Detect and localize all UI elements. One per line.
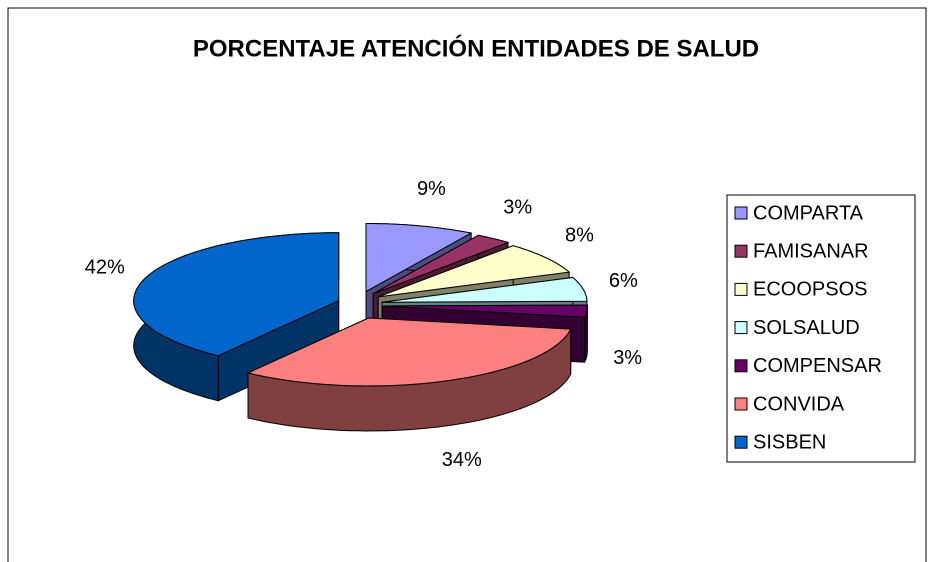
legend-label: COMPENSAR xyxy=(753,355,882,377)
slice-top xyxy=(372,234,510,295)
legend-swatch xyxy=(734,397,748,411)
legend-label: CONVIDA xyxy=(753,393,845,415)
slice-top xyxy=(381,276,588,303)
slice-top xyxy=(382,304,588,318)
chart-title: PORCENTAJE ATENCIÓN ENTIDADES DE SALUD xyxy=(193,34,759,62)
data-label: 8% xyxy=(565,225,594,247)
legend-label: FAMISANAR xyxy=(753,240,869,262)
legend-box xyxy=(726,194,916,463)
legend-label: SISBEN xyxy=(753,431,826,453)
legend-swatch xyxy=(734,282,748,296)
data-label: 6% xyxy=(609,270,638,292)
data-label: 34% xyxy=(442,449,482,471)
slice-top xyxy=(365,223,473,293)
chart-frame xyxy=(7,7,927,562)
data-label: 42% xyxy=(85,256,125,278)
slice-top xyxy=(246,317,572,387)
legend-label: ECOOPSOS xyxy=(753,279,867,301)
data-label: 3% xyxy=(503,197,532,219)
legend-swatch xyxy=(734,244,748,258)
legend-label: SOLSALUD xyxy=(753,317,860,339)
slice-top xyxy=(378,245,571,298)
legend-swatch xyxy=(734,206,748,220)
data-label: 9% xyxy=(417,178,446,200)
slice-top xyxy=(133,232,340,357)
legend-swatch xyxy=(734,435,748,449)
legend-swatch xyxy=(734,359,748,373)
legend-label: COMPARTA xyxy=(753,202,864,224)
data-label: 3% xyxy=(613,347,642,369)
legend-swatch xyxy=(734,321,748,335)
